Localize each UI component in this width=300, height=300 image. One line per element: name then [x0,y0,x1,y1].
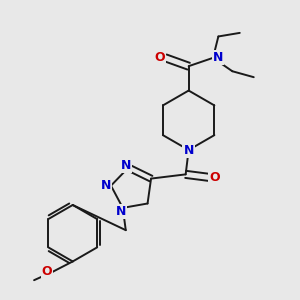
Text: O: O [209,171,220,184]
Text: N: N [116,205,127,218]
Text: N: N [213,51,223,64]
Text: O: O [155,51,165,64]
Text: N: N [121,159,131,172]
Text: N: N [184,143,194,157]
Text: N: N [100,179,111,192]
Text: O: O [42,266,52,278]
